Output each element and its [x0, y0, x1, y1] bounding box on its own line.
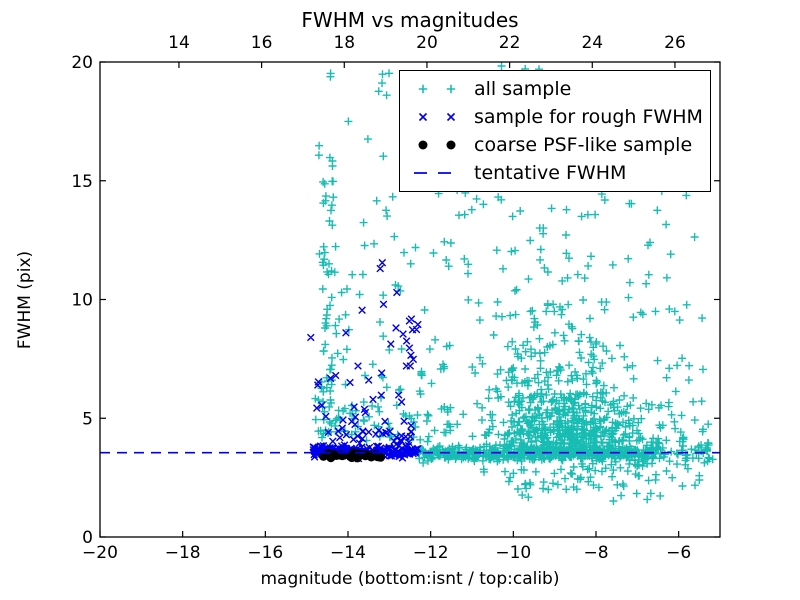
- x-axis-label: magnitude (bottom:isnt / top:calib): [261, 569, 560, 589]
- legend-entry: sample for rough FWHM: [410, 103, 710, 131]
- series-x: [307, 258, 422, 463]
- top-tick-label: 16: [251, 33, 273, 53]
- y-tick-label: 5: [82, 409, 93, 429]
- y-axis-label: FWHM (pix): [15, 251, 35, 349]
- top-tick-label: 24: [581, 33, 603, 53]
- legend-label: all sample: [474, 78, 572, 100]
- chart-title: FWHM vs magnitudes: [301, 8, 518, 32]
- legend-label: coarse PSF-like sample: [474, 134, 693, 156]
- axes-frame: [99, 61, 721, 538]
- legend-entry: all sample: [410, 75, 710, 103]
- x-tick-label: −18: [165, 543, 201, 563]
- x-tick-label: −20: [82, 543, 118, 563]
- top-tick-label: 22: [499, 33, 521, 53]
- bottom-axis-ticks: −20 −18 −16 −14 −12 −10 −8 −6: [82, 531, 691, 563]
- top-axis-ticks: 14 16 18 20 22 24 26: [168, 33, 686, 68]
- left-axis-ticks: 0 5 10 15 20: [71, 53, 106, 548]
- top-tick-label: 14: [168, 33, 190, 53]
- legend-entry: tentative FWHM: [410, 159, 710, 187]
- dash-marker-icon: [414, 172, 462, 174]
- dot-marker-icon: [418, 140, 456, 150]
- top-tick-label: 26: [664, 33, 686, 53]
- y-tick-label: 10: [71, 291, 93, 311]
- x-tick-label: −6: [666, 543, 691, 563]
- plus-marker-icon: [418, 84, 456, 94]
- right-axis-ticks: [714, 61, 720, 538]
- x-tick-label: −16: [247, 543, 283, 563]
- scatter-series: [307, 62, 717, 505]
- x-tick-label: −14: [330, 543, 366, 563]
- y-tick-label: 20: [71, 53, 93, 73]
- x-marker-icon: [418, 112, 456, 122]
- legend: all sample sample for rough FWHM coarse PS…: [399, 70, 711, 192]
- series-plus: [311, 62, 717, 505]
- legend-label: sample for rough FWHM: [474, 106, 703, 128]
- y-tick-label: 0: [82, 528, 93, 548]
- x-tick-label: −12: [413, 543, 449, 563]
- series-dot: [319, 448, 386, 463]
- y-tick-label: 15: [71, 172, 93, 192]
- legend-label: tentative FWHM: [474, 162, 627, 184]
- x-tick-label: −8: [583, 543, 608, 563]
- legend-entry: coarse PSF-like sample: [410, 131, 710, 159]
- top-tick-label: 20: [416, 33, 438, 53]
- x-tick-label: −10: [495, 543, 531, 563]
- top-tick-label: 18: [333, 33, 355, 53]
